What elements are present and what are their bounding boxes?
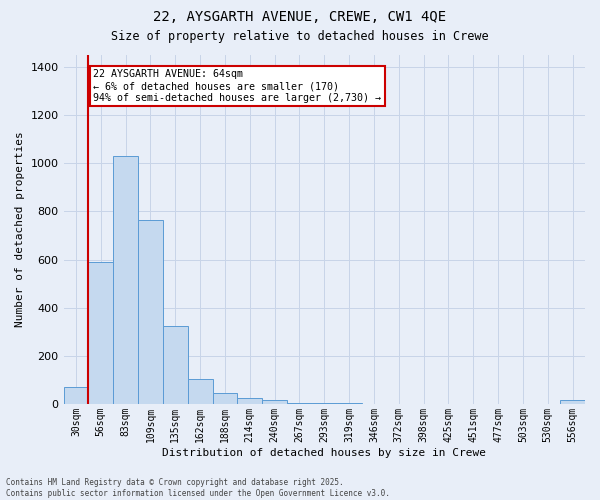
Bar	[238, 398, 262, 404]
Text: 22 AYSGARTH AVENUE: 64sqm
← 6% of detached houses are smaller (170)
94% of semi-: 22 AYSGARTH AVENUE: 64sqm ← 6% of detach…	[94, 70, 382, 102]
Text: 22, AYSGARTH AVENUE, CREWE, CW1 4QE: 22, AYSGARTH AVENUE, CREWE, CW1 4QE	[154, 10, 446, 24]
Bar	[138, 220, 163, 404]
Text: Contains HM Land Registry data © Crown copyright and database right 2025.
Contai: Contains HM Land Registry data © Crown c…	[6, 478, 390, 498]
Bar	[287, 402, 312, 404]
X-axis label: Distribution of detached houses by size in Crewe: Distribution of detached houses by size …	[162, 448, 486, 458]
Bar	[64, 387, 88, 404]
Bar	[163, 326, 188, 404]
Bar	[88, 262, 113, 404]
Text: Size of property relative to detached houses in Crewe: Size of property relative to detached ho…	[111, 30, 489, 43]
Bar	[262, 400, 287, 404]
Bar	[212, 393, 238, 404]
Bar	[560, 400, 585, 404]
Y-axis label: Number of detached properties: Number of detached properties	[15, 132, 25, 328]
Bar	[188, 378, 212, 404]
Bar	[113, 156, 138, 404]
